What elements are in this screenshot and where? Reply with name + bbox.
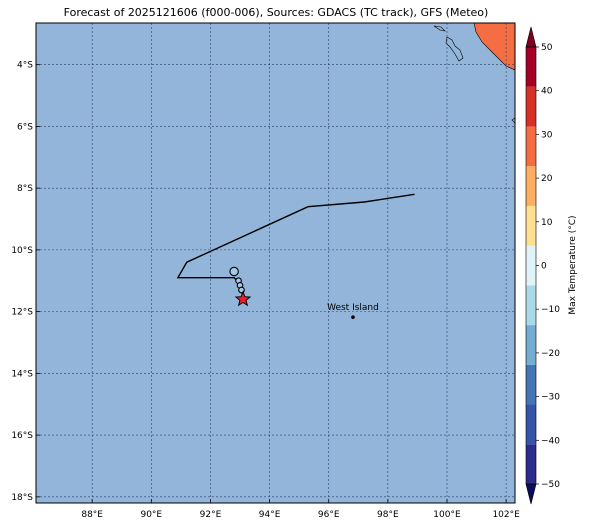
coastline-island bbox=[433, 25, 446, 32]
latitude-tick-label: 8°S bbox=[17, 184, 33, 194]
colorbar-tick-label: 30 bbox=[541, 130, 553, 140]
gridlines bbox=[36, 23, 515, 503]
map-frame bbox=[35, 22, 516, 504]
longitude-tick-label: 96°E bbox=[318, 510, 340, 520]
longitude-tick-label: 102°E bbox=[492, 510, 520, 520]
colorbar-segment bbox=[526, 205, 536, 246]
cyclone-track bbox=[176, 193, 415, 307]
longitude-tick-label: 94°E bbox=[259, 510, 281, 520]
place-label: West Island bbox=[327, 303, 379, 313]
longitude-tick-label: 92°E bbox=[200, 510, 222, 520]
colorbar-over-extension bbox=[525, 26, 537, 48]
latitude-tick-label: 18°S bbox=[11, 493, 33, 503]
longitude-tick-label: 100°E bbox=[433, 510, 461, 520]
latitude-tick-label: 16°S bbox=[11, 431, 33, 441]
colorbar-segment bbox=[526, 86, 536, 127]
current-position-star bbox=[234, 290, 252, 307]
colorbar-tick-label: 20 bbox=[541, 174, 553, 184]
colorbar-tick-label: −10 bbox=[541, 305, 560, 315]
landmass-sumatra bbox=[473, 23, 515, 71]
longitude-tick-label: 88°E bbox=[81, 510, 103, 520]
latitude-tick-label: 12°S bbox=[11, 308, 33, 318]
latitude-tick-label: 6°S bbox=[17, 122, 33, 132]
place-marker-group: West Island bbox=[327, 303, 379, 319]
colorbar-tick-label: 40 bbox=[541, 87, 553, 97]
coastline-island bbox=[511, 117, 515, 124]
colorbar-tick-label: 0 bbox=[541, 262, 547, 272]
colorbar-segment bbox=[526, 404, 536, 445]
latitude-tick-label: 14°S bbox=[11, 369, 33, 379]
latitude-ticks: 4°S 6°S 8°S 10°S 12°S 14°S 16°S 18°S bbox=[11, 61, 40, 503]
ocean-area bbox=[36, 23, 515, 503]
place-dot bbox=[351, 315, 355, 319]
colorbar-segment bbox=[526, 325, 536, 365]
longitude-ticks: 88°E 90°E 92°E 94°E 96°E 98°E 100°E 102°E bbox=[81, 499, 520, 520]
colorbar-tick-label: −50 bbox=[541, 480, 560, 490]
colorbar-segment bbox=[526, 285, 536, 326]
track-point bbox=[229, 266, 239, 277]
longitude-tick-label: 90°E bbox=[140, 510, 162, 520]
colorbar-tick-label: −40 bbox=[541, 436, 560, 446]
coastline-island bbox=[445, 36, 464, 62]
colorbar: 50 40 30 20 10 0 −10 −20 −30 −40 −50 bbox=[525, 26, 560, 505]
colorbar-segment bbox=[526, 126, 536, 167]
latitude-tick-label: 4°S bbox=[17, 61, 33, 71]
colorbar-label: Max Temperature (°C) bbox=[568, 215, 578, 314]
map-title: Forecast of 2025121606 (f000-006), Sourc… bbox=[63, 6, 489, 19]
latitude-tick-label: 10°S bbox=[11, 246, 33, 256]
colorbar-segment bbox=[526, 364, 536, 405]
colorbar-tick-label: 10 bbox=[541, 218, 553, 228]
colorbar-segment bbox=[526, 444, 536, 484]
colorbar-segment bbox=[526, 166, 536, 206]
colorbar-segment bbox=[526, 245, 536, 286]
colorbar-tick-label: −30 bbox=[541, 393, 560, 403]
colorbar-tick-label: −20 bbox=[541, 349, 560, 359]
longitude-tick-label: 98°E bbox=[377, 510, 399, 520]
colorbar-under-extension bbox=[525, 483, 537, 505]
colorbar-tick-label: 50 bbox=[541, 43, 553, 53]
colorbar-segment bbox=[526, 47, 536, 87]
